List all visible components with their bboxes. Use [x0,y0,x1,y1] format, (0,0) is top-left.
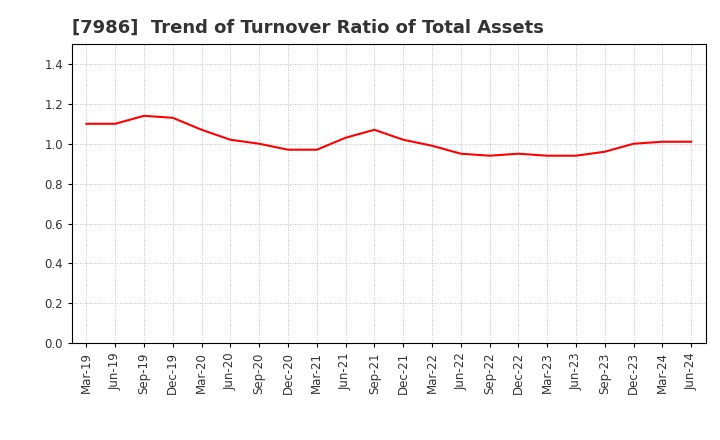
Text: [7986]  Trend of Turnover Ratio of Total Assets: [7986] Trend of Turnover Ratio of Total … [72,19,544,37]
